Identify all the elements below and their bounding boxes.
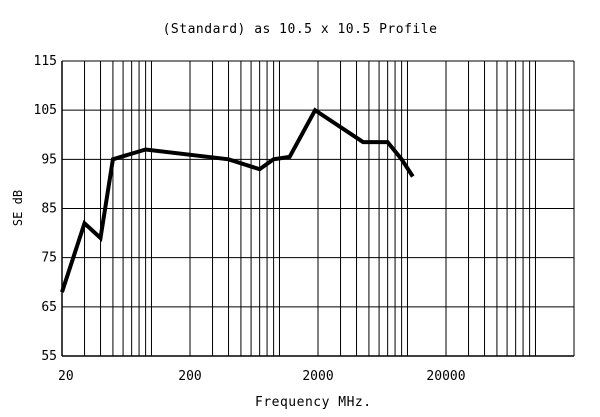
series-layer bbox=[60, 107, 415, 293]
x-axis-label: Frequency MHz. bbox=[255, 395, 372, 410]
x-tick-labels: 20 200 2000 20000 bbox=[58, 369, 466, 384]
y-tick-labels: 115 105 95 85 75 65 55 bbox=[34, 54, 57, 364]
x-tick-label: 2000 bbox=[302, 369, 333, 384]
chart-title: (Standard) as 10.5 x 10.5 Profile bbox=[162, 22, 438, 37]
x-tick-label: 20 bbox=[58, 369, 74, 384]
y-tick-label: 75 bbox=[41, 251, 57, 266]
x-tick-label: 200 bbox=[178, 369, 201, 384]
y-tick-label: 95 bbox=[41, 152, 57, 167]
plot-frame bbox=[61, 60, 575, 357]
y-tick-label: 115 bbox=[34, 54, 57, 69]
y-tick-label: 105 bbox=[34, 103, 57, 118]
y-axis-label: SE dB bbox=[11, 189, 25, 227]
y-tick-label: 55 bbox=[41, 349, 57, 364]
y-tick-label: 65 bbox=[41, 300, 57, 315]
y-tick-label: 85 bbox=[41, 202, 57, 217]
x-tick-label: 20000 bbox=[426, 369, 465, 384]
series-line bbox=[60, 107, 415, 293]
